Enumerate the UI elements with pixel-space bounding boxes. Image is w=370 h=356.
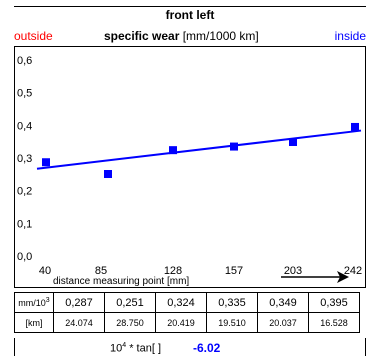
subtitle-row: outside specific wear [mm/1000 km] insid… [14,27,366,45]
y-tick-label: 0,2 [17,186,32,198]
inside-label: inside [334,29,366,43]
table-cell: 0,251 [104,292,156,313]
chart-subtitle: specific wear [mm/1000 km] [104,29,259,43]
data-table: mm/103 0,287 0,251 0,324 0,335 0,349 0,3… [14,292,360,333]
x-tick-label: 242 [344,265,362,277]
x-tick-label: 128 [164,265,182,277]
data-point [351,122,359,131]
table-cell: 24.074 [53,312,105,333]
x-tick-label: 85 [95,265,107,277]
table-cell: 20.037 [257,312,309,333]
x-tick-label: 40 [39,265,51,277]
tan-value: -6.02 [193,341,221,355]
x-tick-label: 157 [225,265,243,277]
table-row-km: [km] 24.074 28.750 20.419 19.510 20.037 … [14,312,360,333]
data-point [104,170,112,179]
table-cell: 0,324 [155,292,207,313]
x-tick-label: 203 [284,265,302,277]
chart-area: 0,6 0,5 0,4 0,3 0,2 0,1 0,0 40 85 128 157 203 242 dis… [14,46,366,288]
top-border [14,6,366,7]
chart-header: front left outside specific wear [mm/100… [14,6,366,46]
y-tick-label: 0,4 [17,120,32,132]
subtitle-bold: specific wear [104,29,180,43]
x-axis-label: distance measuring point [mm] [53,276,189,287]
data-point [289,137,297,146]
subtitle-unit: [mm/1000 km] [182,29,259,43]
table-cell: 0,335 [206,292,258,313]
header-divider [14,46,366,47]
outside-label: outside [14,29,53,43]
y-tick-label: 0,6 [17,55,32,67]
tan-label: 104 * tan[ ] [110,342,162,355]
table-cell: 28.750 [104,312,156,333]
row-label-km: [km] [14,312,54,333]
table-cell: 16.528 [308,312,360,333]
y-tick-label: 0,0 [17,251,32,263]
data-point [169,146,177,155]
table-row-wear: mm/103 0,287 0,251 0,324 0,335 0,349 0,3… [14,292,360,313]
tan-row: 104 * tan[ ] -6.02 [14,338,366,356]
trend-line [36,129,362,170]
y-tick-label: 0,3 [17,153,32,165]
table-cell: 0,395 [308,292,360,313]
table-cell: 0,287 [53,292,105,313]
chart-title: front left [165,8,215,22]
table-cell: 19.510 [206,312,258,333]
direction-arrow-head [337,271,349,283]
y-tick-label: 0,1 [17,218,32,230]
row-label-wear: mm/103 [14,292,54,313]
data-point [230,142,238,151]
table-cell: 20.419 [155,312,207,333]
table-cell: 0,349 [257,292,309,313]
data-point [42,158,50,167]
scatter-chart: 0,6 0,5 0,4 0,3 0,2 0,1 0,0 40 85 128 157 203 242 dis… [17,55,362,287]
y-tick-label: 0,5 [17,88,32,100]
